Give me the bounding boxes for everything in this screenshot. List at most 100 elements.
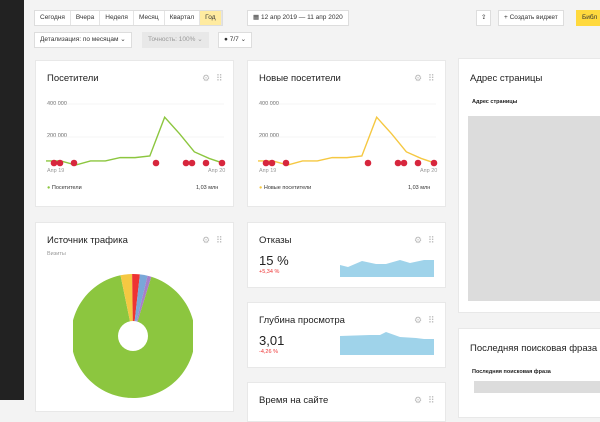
segment-icon: ●: [224, 36, 228, 43]
legend-dot: ●: [259, 185, 263, 191]
legend-label: Новые посетители: [263, 185, 312, 191]
annotation-marker: [152, 159, 160, 167]
detail-label: Детализация: по месяцам: [40, 36, 119, 43]
column-header: Адрес страницы: [472, 99, 518, 105]
annotation-marker: [56, 159, 64, 167]
annotation-marker: [70, 159, 78, 167]
annotation-marker: [364, 159, 372, 167]
annotation-marker: [400, 159, 408, 167]
visitors-widget: Посетители ⚙ ⠿ 400 000 200 000 Апр 19 Ап…: [35, 60, 234, 207]
table-placeholder: [474, 381, 600, 393]
pie-slice: [133, 274, 148, 336]
gear-icon[interactable]: ⚙: [414, 73, 423, 83]
page-address-widget: Адрес страницы Адрес страницы: [458, 58, 600, 313]
date-range-button[interactable]: ▦ 12 апр 2019 — 11 апр 2020: [247, 10, 349, 26]
metric-value: 15 %: [259, 253, 289, 268]
series-line: [46, 115, 225, 166]
gear-icon[interactable]: ⚙: [414, 235, 423, 245]
legend-label: Посетители: [51, 185, 82, 191]
annotation-marker: [218, 159, 226, 167]
annotation-marker: [262, 159, 270, 167]
annotation-marker: [430, 159, 438, 167]
period-year[interactable]: Год: [200, 11, 222, 25]
total-value: 1,03 млн: [408, 185, 431, 191]
widget-title: Отказы: [259, 235, 292, 246]
widget-title: Последняя поисковая фраза: [470, 343, 598, 354]
calendar-icon: ▦: [253, 14, 261, 21]
gear-icon[interactable]: ⚙: [414, 395, 423, 405]
widget-title: Новые посетители: [259, 73, 341, 84]
total-value: 1,03 млн: [196, 185, 219, 191]
depth-sparkline: [340, 332, 434, 355]
x-tick: Апр 19: [47, 168, 65, 174]
period-month[interactable]: Месяц: [134, 11, 165, 25]
period-week[interactable]: Неделя: [100, 11, 134, 25]
annotation-marker: [188, 159, 196, 167]
y-tick: 200 000: [47, 133, 67, 139]
detail-dropdown[interactable]: Детализация: по месяцам ⌄: [34, 32, 132, 48]
period-yesterday[interactable]: Вчера: [71, 11, 101, 25]
y-tick: 200 000: [259, 133, 279, 139]
widget-title: Время на сайте: [259, 395, 329, 406]
export-icon: ⇪: [481, 14, 487, 21]
annotation-marker: [394, 159, 402, 167]
depth-widget: Глубина просмотра ⚙ ⠿ 3,01 -4,26 %: [247, 302, 446, 368]
metric-value: 3,01: [259, 333, 285, 348]
drag-handle-icon[interactable]: ⠿: [428, 395, 435, 405]
annotation-marker: [182, 159, 190, 167]
traffic-source-widget: Источник трафика ⚙ ⠿ Визиты: [35, 222, 234, 412]
chevron-down-icon: ⌄: [120, 36, 126, 43]
period-today[interactable]: Сегодня: [35, 11, 71, 25]
library-button[interactable]: Библ: [576, 10, 600, 26]
new-visitors-widget: Новые посетители ⚙ ⠿ 400 000 200 000 Апр…: [247, 60, 446, 207]
table-placeholder: [468, 116, 600, 301]
drag-handle-icon[interactable]: ⠿: [428, 235, 435, 245]
annotation-marker: [414, 159, 422, 167]
widget-title: Источник трафика: [47, 235, 128, 246]
time-on-site-widget: Время на сайте ⚙ ⠿: [247, 382, 446, 422]
annotation-marker: [50, 159, 58, 167]
segments-label: 7/7: [229, 36, 239, 43]
widget-title: Адрес страницы: [470, 73, 543, 84]
annotation-marker: [202, 159, 210, 167]
metric-delta: +5,34 %: [259, 269, 280, 275]
period-quarter[interactable]: Квартал: [165, 11, 201, 25]
x-tick: Апр 19: [259, 168, 277, 174]
pie-slice: [132, 274, 140, 336]
create-widget-button[interactable]: + Создать виджет: [498, 10, 564, 26]
gear-icon[interactable]: ⚙: [202, 235, 211, 245]
accuracy-label: Точность: 100%: [148, 36, 196, 43]
bounce-sparkline: [340, 260, 434, 277]
widget-title: Посетители: [47, 73, 99, 84]
pie-hole: [118, 321, 148, 351]
gear-icon[interactable]: ⚙: [202, 73, 211, 83]
series-line: [258, 115, 437, 166]
widget-title: Глубина просмотра: [259, 315, 345, 326]
drag-handle-icon[interactable]: ⠿: [216, 73, 223, 83]
x-tick: Апр 20: [420, 168, 438, 174]
annotation-marker: [268, 159, 276, 167]
last-search-widget: Последняя поисковая фраза Последняя поис…: [458, 328, 600, 418]
bounce-widget: Отказы ⚙ ⠿ 15 % +5,34 %: [247, 222, 446, 288]
segments-dropdown[interactable]: ● 7/7 ⌄: [218, 32, 253, 48]
drag-handle-icon[interactable]: ⠿: [428, 73, 435, 83]
sidebar: [0, 0, 24, 400]
period-selector: Сегодня Вчера Неделя Месяц Квартал Год: [34, 10, 223, 26]
legend-dot: ●: [47, 185, 51, 191]
export-button[interactable]: ⇪: [476, 10, 492, 26]
drag-handle-icon[interactable]: ⠿: [216, 235, 223, 245]
x-tick: Апр 20: [208, 168, 226, 174]
visitors-chart: [46, 103, 226, 167]
traffic-pie-chart: [73, 274, 193, 398]
drag-handle-icon[interactable]: ⠿: [428, 315, 435, 325]
accuracy-dropdown[interactable]: Точность: 100% ⌄: [142, 32, 209, 48]
new-visitors-chart: [258, 103, 438, 167]
pie-slice: [133, 275, 152, 336]
annotation-marker: [282, 159, 290, 167]
metric-delta: -4,26 %: [259, 349, 278, 355]
pie-slice: [120, 274, 133, 336]
column-header: Последняя поисковая фраза: [472, 369, 551, 375]
gear-icon[interactable]: ⚙: [414, 315, 423, 325]
date-range-label: 12 апр 2019 — 11 апр 2020: [260, 14, 343, 21]
widget-subtitle: Визиты: [47, 251, 66, 257]
